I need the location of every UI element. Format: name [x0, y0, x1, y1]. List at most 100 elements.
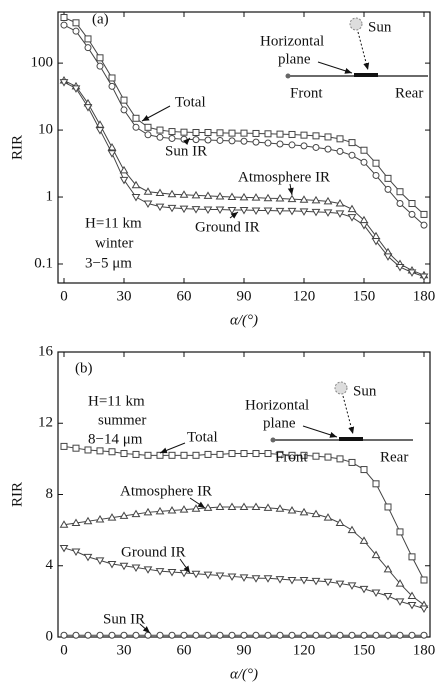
x-tick-label: 180 [413, 642, 435, 658]
x-tick-label: 120 [293, 288, 316, 304]
x-axis-label: α/(°) [230, 666, 258, 682]
marker [384, 631, 392, 639]
marker [372, 171, 380, 179]
inset-label: Front [275, 449, 308, 465]
marker [239, 192, 249, 201]
marker [216, 450, 224, 458]
marker [347, 582, 357, 590]
marker [360, 158, 368, 166]
marker [119, 511, 129, 519]
marker [348, 139, 356, 147]
marker [240, 631, 248, 639]
series-label: Sun IR [165, 143, 207, 159]
marker [419, 605, 429, 613]
marker [335, 210, 345, 218]
marker [132, 114, 140, 122]
marker [287, 194, 297, 203]
marker [299, 577, 309, 585]
marker [288, 631, 296, 639]
marker [192, 136, 200, 144]
y-tick-label: 0.1 [34, 255, 53, 271]
marker [60, 442, 68, 450]
marker [252, 450, 260, 458]
y-axis-label: RIR [9, 135, 25, 160]
marker [276, 140, 284, 148]
marker [263, 207, 273, 215]
arrow [189, 497, 206, 509]
marker [227, 502, 237, 510]
arrow [357, 31, 370, 71]
condition-text: summer [98, 412, 146, 428]
marker [192, 128, 200, 136]
marker [108, 448, 116, 456]
condition-text: H=11 km [85, 215, 142, 231]
marker [216, 129, 224, 137]
marker [131, 564, 141, 573]
marker [323, 209, 333, 217]
marker [347, 525, 357, 534]
arrow [317, 61, 353, 74]
marker [72, 19, 80, 27]
x-tick-label: 30 [117, 288, 132, 304]
marker [324, 453, 332, 461]
marker [83, 104, 93, 112]
marker [263, 503, 273, 511]
marker [335, 580, 345, 589]
series-line [63, 445, 425, 581]
arrow [159, 442, 186, 454]
marker [395, 264, 405, 272]
marker [408, 200, 416, 208]
x-axis-label: α/(°) [230, 312, 258, 328]
arrow [287, 183, 294, 196]
marker [84, 35, 92, 43]
marker [203, 571, 213, 580]
marker [143, 566, 153, 574]
inset-label: plane [263, 415, 296, 431]
y-tick-label: 4 [46, 557, 54, 573]
marker [264, 139, 272, 147]
marker [336, 455, 344, 463]
marker [143, 200, 153, 209]
x-tick-label: 150 [353, 642, 376, 658]
marker [167, 189, 177, 198]
arrow [179, 558, 191, 574]
marker [287, 207, 297, 216]
marker [419, 273, 429, 282]
marker [335, 518, 345, 526]
marker [180, 631, 188, 639]
marker [263, 193, 273, 202]
marker [360, 631, 368, 639]
marker [168, 451, 176, 459]
marker [275, 504, 285, 512]
marker [107, 142, 117, 151]
marker [276, 130, 284, 138]
arrow [342, 395, 355, 435]
marker [227, 207, 237, 215]
marker [407, 601, 417, 610]
marker [191, 504, 201, 512]
marker [407, 591, 417, 600]
marker [348, 631, 356, 639]
marker [83, 516, 93, 525]
y-tick-label: 0 [46, 628, 54, 644]
y-tick-label: 100 [31, 55, 54, 71]
marker [180, 128, 188, 136]
marker [420, 631, 428, 639]
marker [396, 631, 404, 639]
marker [203, 206, 213, 215]
marker [251, 502, 261, 510]
marker [312, 452, 320, 460]
marker [144, 631, 152, 639]
marker [191, 570, 201, 579]
marker [275, 576, 285, 584]
marker [384, 174, 392, 182]
marker [60, 631, 68, 639]
marker [215, 572, 225, 581]
marker [228, 450, 236, 458]
marker [312, 631, 320, 639]
marker [408, 553, 416, 561]
marker [204, 450, 212, 458]
marker [300, 631, 308, 639]
marker [119, 176, 129, 185]
x-tick-label: 90 [237, 288, 252, 304]
